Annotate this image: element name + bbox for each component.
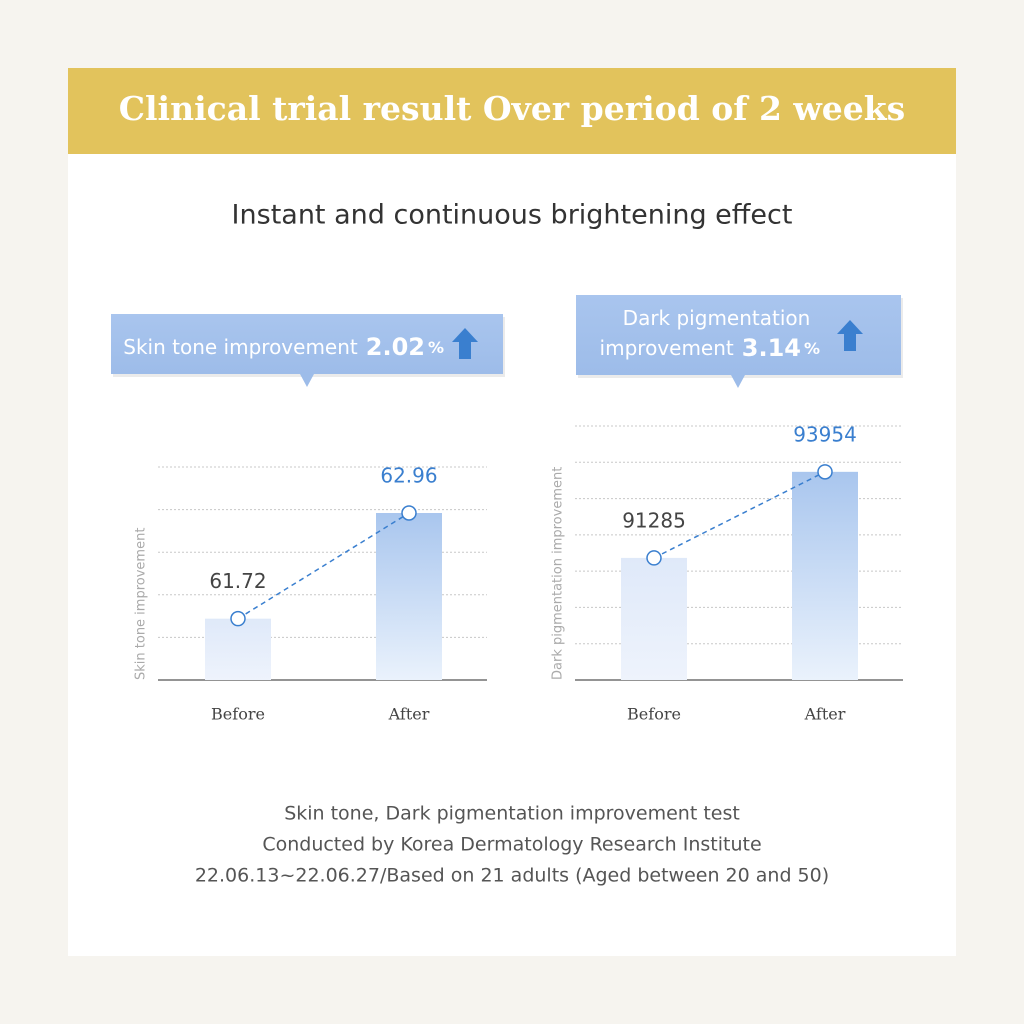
bar <box>205 618 271 680</box>
callout-value: 3.14 <box>742 334 801 362</box>
up-arrow-icon <box>837 320 863 351</box>
point <box>230 610 246 627</box>
bar <box>376 513 442 680</box>
callout-pointer <box>731 375 745 388</box>
callout-pointer <box>300 374 314 387</box>
bar <box>792 471 858 680</box>
callout-value: 2.02 <box>366 333 425 361</box>
category-label: Before <box>211 705 265 724</box>
callout-text: Dark pigmentation <box>623 306 811 330</box>
up-arrow-icon <box>452 328 478 359</box>
footnote: Skin tone, Dark pigmentation improvement… <box>284 803 740 825</box>
callout-unit: % <box>804 339 820 358</box>
value-label: 91285 <box>622 508 686 532</box>
bar <box>621 557 687 680</box>
category-label: After <box>804 705 846 724</box>
callout-label: Skin tone improvement <box>123 335 358 359</box>
callout-unit: % <box>428 338 444 357</box>
footnote: Conducted by Korea Dermatology Research … <box>262 834 761 856</box>
value-label: 62.96 <box>380 464 437 488</box>
value-label: 93954 <box>793 422 857 446</box>
title: Clinical trial result Over period of 2 w… <box>119 89 906 128</box>
callout-label: Dark pigmentation <box>623 306 811 330</box>
header-band <box>68 68 956 154</box>
y-axis-label: Skin tone improvement <box>134 528 149 680</box>
trend-line <box>237 512 410 620</box>
value-label: 61.72 <box>209 569 266 593</box>
point <box>401 505 417 521</box>
callout-text: improvement 3.14% <box>600 334 820 362</box>
trend-line <box>653 471 826 559</box>
category-label: After <box>388 705 430 724</box>
point <box>817 464 833 480</box>
point <box>646 550 662 566</box>
callout-box <box>111 314 503 374</box>
callout-label: improvement <box>600 336 734 360</box>
footnote: 22.06.13~22.06.27/Based on 21 adults (Ag… <box>195 865 829 887</box>
y-axis-label: Dark pigmentation improvement <box>551 467 566 680</box>
callout-text: Skin tone improvement 2.02% <box>123 333 444 361</box>
subtitle: Instant and continuous brightening effec… <box>232 200 793 231</box>
category-label: Before <box>627 705 681 724</box>
